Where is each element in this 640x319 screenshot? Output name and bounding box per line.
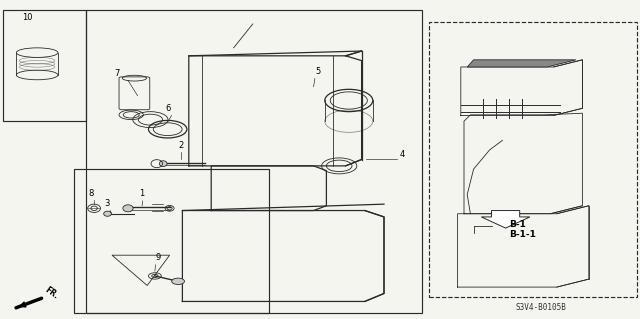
Text: 4: 4: [399, 150, 404, 159]
Text: 6: 6: [166, 104, 171, 113]
Text: 3: 3: [104, 199, 109, 208]
Text: 5: 5: [316, 67, 321, 76]
Circle shape: [172, 278, 184, 285]
Text: 1: 1: [140, 189, 145, 198]
Text: B-1-1: B-1-1: [509, 230, 536, 239]
Text: FR.: FR.: [44, 285, 60, 300]
Text: 10: 10: [22, 13, 32, 22]
Text: 8: 8: [89, 189, 94, 198]
Polygon shape: [481, 211, 530, 228]
Ellipse shape: [159, 161, 167, 167]
Text: 7: 7: [115, 69, 120, 78]
Text: B-1: B-1: [509, 220, 525, 229]
Ellipse shape: [123, 205, 133, 212]
Ellipse shape: [104, 211, 111, 216]
Text: 2: 2: [179, 141, 184, 150]
Text: S3V4-B0105B: S3V4-B0105B: [515, 303, 566, 312]
Polygon shape: [467, 60, 576, 67]
Text: 9: 9: [156, 253, 161, 262]
